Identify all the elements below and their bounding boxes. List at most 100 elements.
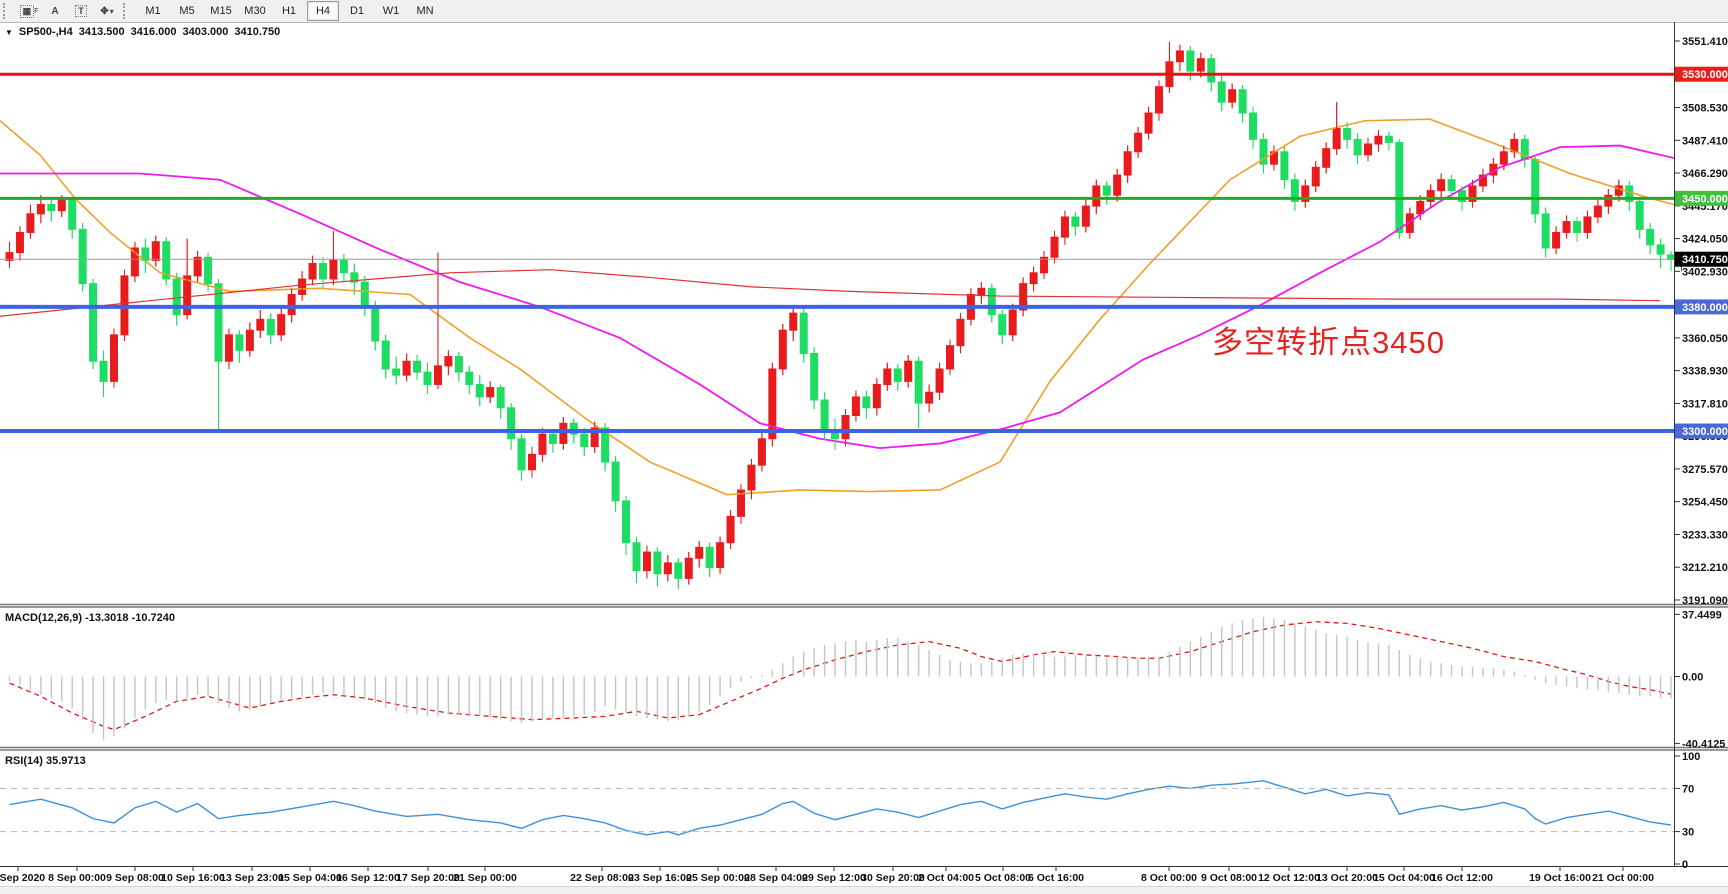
timeframe-button-h4[interactable]: H4 [307, 1, 339, 21]
fibo-f-mark: F [34, 7, 39, 15]
ma-slow-magenta [0, 144, 1674, 449]
svg-text:16 Sep 12:00: 16 Sep 12:00 [336, 872, 400, 884]
svg-text:13 Sep 23:00: 13 Sep 23:00 [220, 872, 284, 884]
timeframe-button-d1[interactable]: D1 [349, 5, 365, 17]
bottom-status-strip [0, 886, 1728, 894]
svg-text:0: 0 [1682, 859, 1688, 871]
svg-text:3402.930: 3402.930 [1682, 266, 1728, 278]
svg-text:21 Oct 00:00: 21 Oct 00:00 [1592, 872, 1654, 884]
svg-text:3424.050: 3424.050 [1682, 234, 1728, 246]
svg-text:3487.410: 3487.410 [1682, 135, 1728, 147]
ma-fast-orange [0, 118, 1674, 496]
svg-text:3338.930: 3338.930 [1682, 366, 1728, 378]
text-tool-button[interactable]: A [43, 1, 67, 21]
timeframe-button-h1[interactable]: H1 [281, 5, 297, 17]
svg-text:16 Oct 12:00: 16 Oct 12:00 [1431, 872, 1493, 884]
svg-text:8 Oct 00:00: 8 Oct 00:00 [1141, 872, 1197, 884]
svg-text:3212.210: 3212.210 [1682, 562, 1728, 574]
timeframe-button-mn[interactable]: MN [416, 5, 434, 17]
svg-text:30: 30 [1682, 827, 1694, 839]
ohlc-low: 3403.000 [182, 26, 229, 38]
chevron-down-icon: ▾ [109, 6, 114, 16]
svg-text:37.4499: 37.4499 [1682, 609, 1722, 621]
svg-text:23 Sep 16:00: 23 Sep 16:00 [628, 872, 692, 884]
svg-text:3300.000: 3300.000 [1682, 426, 1728, 438]
svg-text:5 Oct 08:00: 5 Oct 08:00 [975, 872, 1031, 884]
svg-text:28 Sep 04:00: 28 Sep 04:00 [744, 872, 808, 884]
timeframe-button-m5[interactable]: M5 [179, 5, 195, 17]
macd-signal-line [9, 621, 1672, 731]
ma-long-red [0, 269, 1661, 317]
main-price-panel [0, 41, 1674, 590]
toolbar-grip[interactable] [3, 3, 12, 19]
svg-text:15 Oct 04:00: 15 Oct 04:00 [1373, 872, 1435, 884]
svg-text:3466.290: 3466.290 [1682, 168, 1728, 180]
ohlc-open: 3413.500 [78, 26, 125, 38]
macd-panel [9, 621, 1672, 731]
fibonacci-tool-button[interactable]: ▦ F [17, 1, 41, 21]
timeframe-buttons-group: M1 M5 M15 M30 H1 H4 D1 W1 MN [136, 1, 442, 21]
svg-text:3191.090: 3191.090 [1682, 595, 1728, 607]
candles-layer [5, 41, 1674, 590]
svg-text:70: 70 [1682, 783, 1694, 795]
timeframe-button-m30[interactable]: M30 [244, 5, 266, 17]
fibonacci-tool-icon: ▦ [19, 4, 35, 18]
timeframe-button-m15[interactable]: M15 [210, 5, 232, 17]
svg-text:3551.410: 3551.410 [1682, 36, 1728, 48]
svg-text:15 Sep 04:00: 15 Sep 04:00 [278, 872, 342, 884]
price-badge-3410.750 [1675, 251, 1728, 267]
svg-text:6 Oct 16:00: 6 Oct 16:00 [1028, 872, 1084, 884]
svg-text:3508.530: 3508.530 [1682, 103, 1728, 115]
svg-text:100: 100 [1682, 751, 1700, 763]
chart-text-annotation[interactable]: 多空转折点3450 [1212, 325, 1445, 360]
timeframe-button-w1[interactable]: W1 [382, 5, 400, 17]
price-badge-3450.000 [1675, 190, 1728, 206]
arrows-tool-icon: ✥ [100, 5, 109, 17]
ohlc-close: 3410.750 [234, 26, 281, 38]
svg-text:10 Sep 16:00: 10 Sep 16:00 [161, 872, 225, 884]
svg-text:3275.570: 3275.570 [1682, 464, 1728, 476]
svg-text:3233.330: 3233.330 [1682, 529, 1728, 541]
svg-text:3317.810: 3317.810 [1682, 398, 1728, 410]
svg-text:-40.4125: -40.4125 [1682, 739, 1725, 751]
rsi-panel [9, 780, 1672, 836]
svg-text:25 Sep 00:00: 25 Sep 00:00 [686, 872, 750, 884]
svg-text:13 Oct 20:00: 13 Oct 20:00 [1316, 872, 1378, 884]
svg-text:30 Sep 20:00: 30 Sep 20:00 [861, 872, 925, 884]
text-label-tool-icon: T [75, 5, 87, 17]
ohlc-high: 3416.000 [130, 26, 177, 38]
macd-indicator-label: MACD(12,26,9) -13.3018 -10.7240 [5, 612, 175, 624]
svg-text:29 Sep 12:00: 29 Sep 12:00 [802, 872, 866, 884]
rsi-line [9, 780, 1672, 836]
chart-area[interactable]: 3551.410 3508.530 3487.410 3466.290 3445.170… [0, 22, 1728, 886]
text-tool-icon: A [51, 5, 59, 17]
symbol-title: ▼ SP500-,H4 3413.500 3416.000 3403.000 3… [5, 26, 280, 38]
svg-text:8 Sep 00:00: 8 Sep 00:00 [48, 872, 106, 884]
svg-text:3360.050: 3360.050 [1682, 333, 1728, 345]
svg-text:17 Sep 20:00: 17 Sep 20:00 [396, 872, 460, 884]
symbol-name: SP500-,H4 [18, 26, 73, 38]
svg-text:9 Sep 08:00: 9 Sep 08:00 [106, 872, 164, 884]
svg-text:3410.750: 3410.750 [1682, 254, 1728, 266]
svg-text:4 Sep 2020: 4 Sep 2020 [0, 872, 45, 884]
svg-text:3380.000: 3380.000 [1682, 302, 1728, 314]
chart-dropdown-icon[interactable]: ▼ [5, 27, 13, 37]
svg-text:9 Oct 08:00: 9 Oct 08:00 [1201, 872, 1257, 884]
svg-text:3450.000: 3450.000 [1682, 193, 1728, 205]
price-badge-3380.000 [1675, 299, 1728, 315]
rsi-indicator-label: RSI(14) 35.9713 [5, 755, 86, 767]
svg-text:19 Oct 16:00: 19 Oct 16:00 [1529, 872, 1591, 884]
chart-canvas[interactable]: 3551.4103508.5303487.4103466.2903445.170… [0, 22, 1728, 886]
toolbar-grip[interactable] [123, 3, 132, 19]
arrows-tool-button[interactable]: ✥ ▾ [95, 1, 119, 21]
svg-text:3530.000: 3530.000 [1682, 69, 1728, 81]
svg-text:22 Sep 08:00: 22 Sep 08:00 [570, 872, 634, 884]
svg-text:0.00: 0.00 [1682, 672, 1703, 684]
price-badge-3300.000 [1675, 423, 1728, 439]
price-badge-3530.000 [1675, 66, 1728, 82]
text-label-tool-button[interactable]: T [69, 1, 93, 21]
svg-text:12 Oct 12:00: 12 Oct 12:00 [1258, 872, 1320, 884]
svg-text:21 Sep 00:00: 21 Sep 00:00 [453, 872, 517, 884]
timeframe-button-m1[interactable]: M1 [145, 5, 161, 17]
svg-text:3254.450: 3254.450 [1682, 497, 1728, 509]
